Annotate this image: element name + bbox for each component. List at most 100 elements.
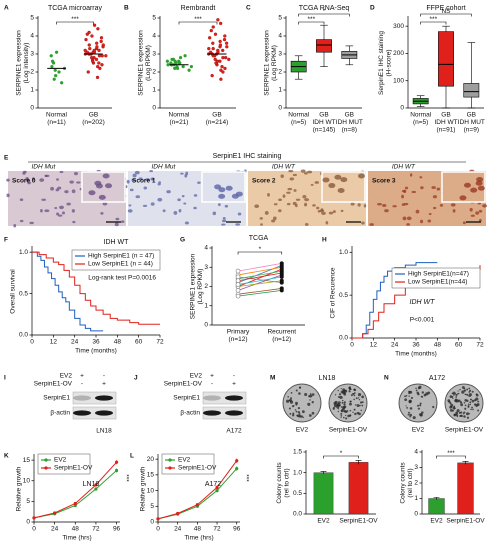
y-axis-label: Colony counts <box>400 462 407 504</box>
row-label: SerpinE1 <box>43 395 70 402</box>
y-tick-label: 1.5 <box>293 449 302 456</box>
y-tick-label: 3 <box>30 51 34 58</box>
dish <box>282 383 322 423</box>
y-tick-label: 3 <box>414 464 418 471</box>
annotation: *** <box>122 474 129 482</box>
colony <box>348 390 351 393</box>
colony <box>473 399 477 402</box>
cell-nucleus <box>41 198 46 201</box>
colony <box>349 402 352 406</box>
dish-label: EV2 <box>412 427 425 434</box>
cell-nucleus <box>135 195 141 199</box>
cell-nucleus <box>40 208 43 213</box>
cell-nucleus <box>332 210 336 214</box>
data-point <box>94 57 99 62</box>
panel-title: Rembrandt <box>181 5 216 12</box>
x-tick-label: 96 <box>113 526 121 533</box>
cell-nucleus <box>115 217 120 221</box>
cell-nucleus <box>55 188 60 192</box>
data-point <box>50 64 54 69</box>
panel-title: FFPE cohort <box>426 5 465 12</box>
colony <box>359 404 361 407</box>
legend-marker <box>44 458 48 462</box>
data-point <box>96 64 100 69</box>
colony <box>455 396 458 398</box>
colony <box>475 393 479 397</box>
cell-nucleus <box>235 191 243 197</box>
colony <box>449 402 452 405</box>
cell-nucleus <box>271 219 276 223</box>
colony <box>352 392 354 395</box>
colony <box>464 407 467 410</box>
x-tick-label: 0 <box>350 342 354 349</box>
condition-sign: - <box>103 373 105 380</box>
colony <box>408 400 412 404</box>
data-point <box>211 46 215 51</box>
y-tick-label: 0 <box>152 105 156 112</box>
legend-label: SerpinE1-OV <box>54 465 93 472</box>
y-tick-label: 10 <box>147 487 155 494</box>
condition-sign: + <box>102 381 106 388</box>
x-tick-label: GB <box>345 112 354 119</box>
blot-band <box>225 410 243 416</box>
y-tick-label: 2 <box>278 69 282 76</box>
cell-nucleus <box>273 203 278 206</box>
colony <box>417 407 420 410</box>
cell-nucleus <box>254 204 260 209</box>
data-point <box>53 511 57 515</box>
legend-frame <box>37 453 91 475</box>
y-tick-label: 0 <box>278 105 282 112</box>
cell-nucleus <box>286 202 291 206</box>
cell-nucleus <box>469 207 473 212</box>
colony <box>357 393 362 397</box>
annotation: Log-rank test P=0.0016 <box>88 275 156 282</box>
panel-title: IDH WT <box>104 239 130 246</box>
cell-nucleus <box>145 178 150 181</box>
data-point <box>235 288 241 293</box>
cell-nucleus <box>288 169 294 173</box>
colony <box>292 412 295 415</box>
blot-strip <box>72 391 117 405</box>
data-point <box>84 37 88 42</box>
x-tick-label: 0 <box>32 526 36 533</box>
colony <box>453 394 455 396</box>
cell-nucleus <box>320 208 324 212</box>
cell-nucleus <box>150 202 155 206</box>
cell-nucleus <box>321 211 326 216</box>
colony <box>477 409 480 412</box>
panel-letter: L <box>130 453 134 460</box>
y-tick-label: 4 <box>278 33 282 40</box>
cell-nucleus <box>369 223 374 226</box>
colony <box>302 416 305 418</box>
x-tick-label: (n=21) <box>170 119 189 126</box>
colony <box>360 401 363 404</box>
x-tick-label: 24 <box>174 526 182 533</box>
legend-label: EV2 <box>54 457 67 464</box>
colony <box>361 401 364 403</box>
x-tick-label: GB <box>89 112 98 119</box>
colony <box>337 396 341 399</box>
cell-nucleus <box>193 206 197 210</box>
cell-nucleus <box>162 209 166 213</box>
y-tick-label: 0.0 <box>339 335 348 342</box>
panel-letter: M <box>270 375 275 382</box>
y-tick-label: 15 <box>147 472 155 479</box>
x-tick-label: 24 <box>71 339 79 346</box>
condition-label: EV2 <box>60 373 73 380</box>
colony <box>287 395 290 398</box>
colony <box>311 400 314 404</box>
legend-marker <box>168 458 172 462</box>
y-tick-label: 3 <box>204 264 208 271</box>
data-point <box>213 57 217 62</box>
cell-nucleus <box>59 170 64 174</box>
colony <box>361 404 364 407</box>
data-point <box>97 48 101 53</box>
x-tick-label: GB <box>319 112 328 119</box>
cell-nucleus <box>294 203 298 208</box>
colony <box>466 393 469 396</box>
box <box>438 31 454 87</box>
y-tick-label: 15 <box>23 457 31 464</box>
x-tick-label: (n=202) <box>82 119 105 126</box>
blot-band <box>203 395 221 401</box>
cell-nucleus <box>278 209 282 213</box>
